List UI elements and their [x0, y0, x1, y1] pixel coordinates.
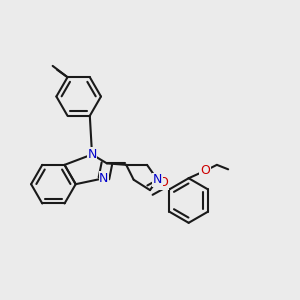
Text: O: O [200, 164, 210, 177]
Text: N: N [153, 173, 162, 186]
Text: N: N [99, 172, 109, 185]
Text: N: N [87, 148, 97, 161]
Text: O: O [158, 176, 168, 189]
